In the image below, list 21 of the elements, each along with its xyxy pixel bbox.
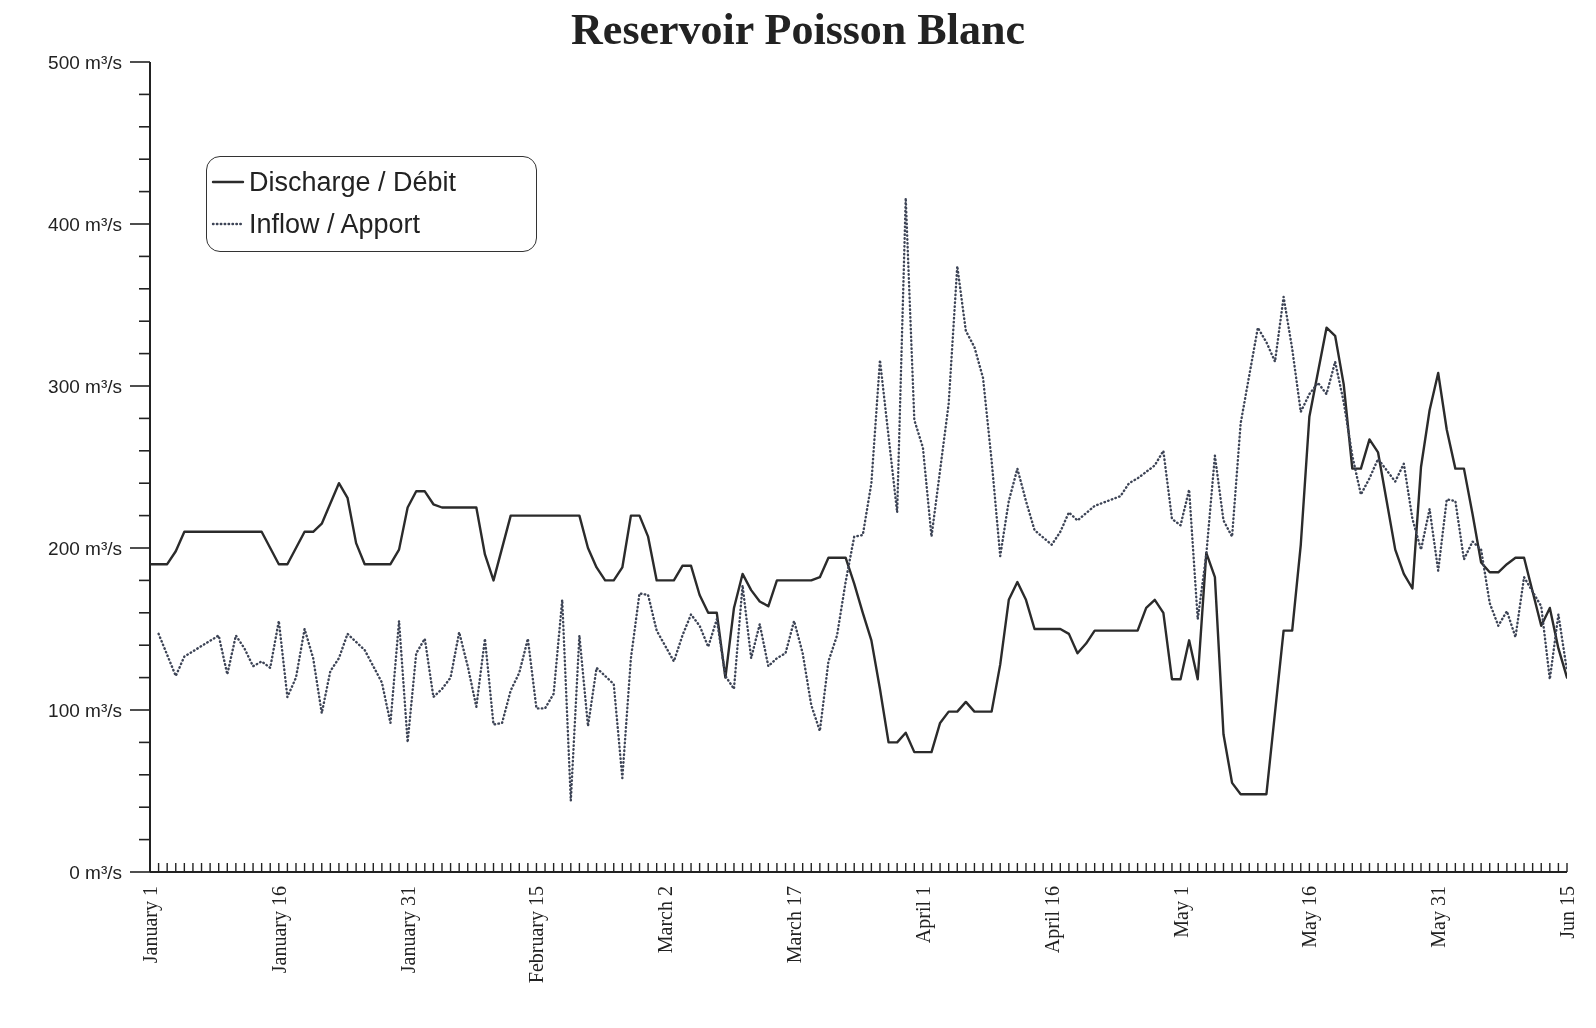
- y-tick-label: 100 m³/s: [48, 699, 122, 721]
- legend-label: Discharge / Débit: [249, 166, 457, 199]
- x-tick-label: February 15: [525, 886, 549, 984]
- x-tick-label: March 17: [783, 886, 806, 964]
- y-tick-label: 200 m³/s: [48, 537, 122, 559]
- x-tick-label: January 31: [396, 886, 420, 974]
- x-tick-label: January 16: [267, 886, 291, 974]
- x-tick-label: March 2: [654, 886, 677, 954]
- y-tick-label: 500 m³/s: [48, 51, 122, 73]
- x-tick-label: January 1: [139, 886, 162, 964]
- x-tick-label: Jun 15: [1556, 886, 1578, 939]
- legend-label: Inflow / Apport: [249, 208, 421, 241]
- x-tick-label: May 16: [1298, 886, 1322, 948]
- x-tick-label: April 16: [1040, 886, 1064, 954]
- y-tick-label: 400 m³/s: [48, 213, 122, 235]
- x-tick-label: May 31: [1427, 886, 1451, 948]
- x-tick-label: May 1: [1169, 886, 1193, 938]
- chart-title: Reservoir Poisson Blanc: [571, 5, 1025, 54]
- y-tick-label: 300 m³/s: [48, 375, 122, 397]
- x-tick-label: April 1: [911, 886, 935, 944]
- y-tick-label: 0 m³/s: [69, 861, 122, 883]
